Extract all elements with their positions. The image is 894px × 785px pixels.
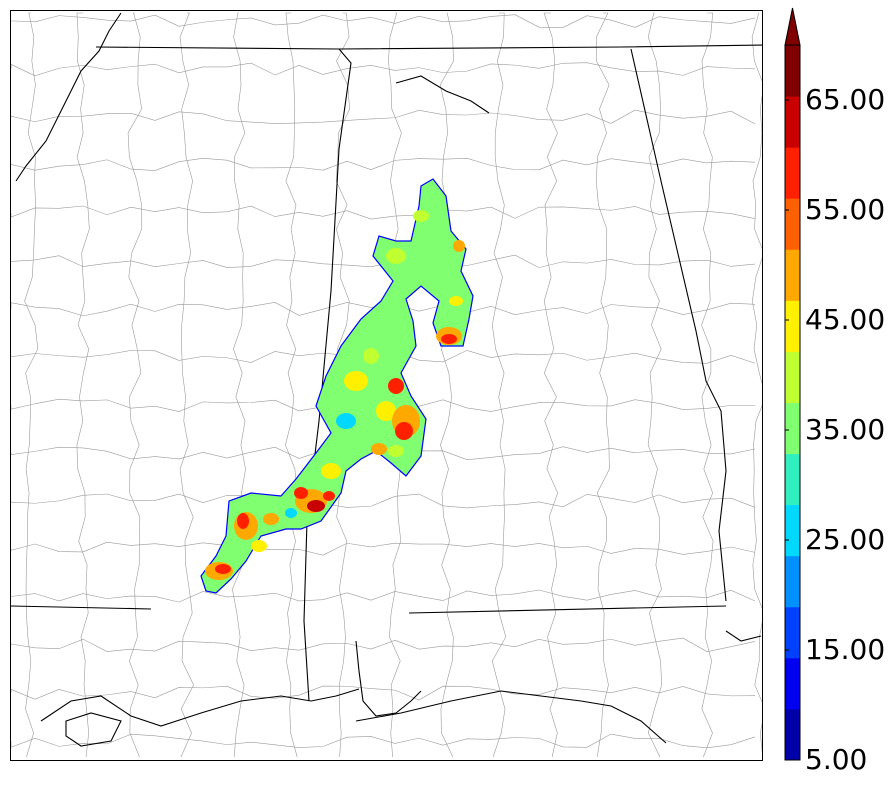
reflectivity-cell: [237, 513, 249, 529]
colorbar-band: [785, 708, 800, 761]
reflectivity-field: [200, 178, 474, 594]
fl-apalachicola: [725, 630, 762, 642]
reflectivity-cell: [413, 210, 429, 222]
county-line: [11, 62, 756, 77]
state-boundaries: [11, 12, 762, 747]
colorbar-band: [785, 504, 800, 557]
colorbar-label-5: 5.00: [805, 743, 868, 776]
reflectivity-cell: [336, 413, 356, 429]
mobile-bay: [355, 640, 422, 717]
county-line: [439, 12, 454, 758]
county-line: [24, 12, 39, 758]
colorbar-band: [785, 402, 800, 455]
reflectivity-cell: [215, 564, 231, 574]
county-line: [543, 12, 559, 758]
reflectivity-cell: [376, 401, 396, 421]
mississippi-river: [15, 12, 122, 182]
colorbar-band: [785, 96, 800, 148]
colorbar-band: [785, 555, 800, 608]
colorbar: [784, 7, 801, 761]
reflectivity-cell: [453, 240, 465, 252]
county-line: [647, 12, 663, 758]
county-line: [11, 205, 756, 220]
precip-region: [200, 178, 474, 594]
coastline-west: [40, 688, 360, 727]
al-ga-border: [630, 48, 727, 602]
colorbar-band: [785, 606, 800, 659]
county-line: [11, 637, 756, 653]
reflectivity-cell: [395, 422, 413, 440]
reflectivity-cell: [323, 491, 335, 501]
reflectivity-cell: [371, 443, 387, 455]
county-line: [285, 12, 298, 758]
colorbar-label-65: 65.00: [805, 83, 886, 116]
colorbar-band: [785, 147, 800, 199]
reflectivity-cell: [251, 540, 267, 552]
lake-pontchartrain: [65, 712, 122, 747]
county-line: [11, 733, 756, 749]
tennessee-river: [395, 75, 490, 114]
reflectivity-cell: [344, 371, 368, 391]
colorbar-label-35: 35.00: [805, 413, 886, 446]
colorbar-label-15: 15.00: [805, 633, 886, 666]
north-border: [95, 44, 762, 50]
colorbar-outline: [784, 44, 801, 761]
county-line: [11, 14, 756, 28]
county-line: [232, 12, 246, 758]
county-line: [11, 685, 756, 701]
reflectivity-cell: [388, 445, 404, 457]
colorbar-band: [785, 45, 800, 97]
colorbar-label-25: 25.00: [805, 523, 886, 556]
ms-al-border: [303, 48, 352, 702]
county-line: [11, 541, 756, 556]
coastline-east: [355, 690, 667, 744]
colorbar-label-55: 55.00: [805, 193, 886, 226]
county-line: [595, 12, 610, 758]
reflectivity-cell: [294, 487, 308, 499]
reflectivity-cell: [285, 508, 297, 518]
colorbar-band: [785, 657, 800, 710]
colorbar-band: [785, 249, 800, 301]
county-line: [491, 12, 507, 758]
county-boundaries: [11, 12, 762, 758]
colorbar-extend-arrow: [784, 7, 801, 46]
county-line: [11, 109, 756, 125]
reflectivity-cell: [441, 334, 457, 344]
map-panel[interactable]: [10, 10, 763, 761]
county-line: [179, 12, 194, 758]
county-line: [76, 12, 90, 758]
colorbar-band: [785, 300, 800, 352]
colorbar-label-45: 45.00: [805, 303, 886, 336]
colorbar-band: [785, 453, 800, 506]
colorbar-band: [785, 198, 800, 250]
county-line: [11, 493, 756, 509]
county-line: [11, 254, 756, 269]
reflectivity-cell: [388, 378, 404, 394]
county-line: [11, 157, 756, 171]
fl-border: [408, 605, 727, 614]
county-line: [11, 301, 756, 317]
county-line: [751, 12, 762, 753]
colorbar-band: [785, 351, 800, 403]
reflectivity-cell: [263, 513, 279, 525]
reflectivity-cell: [449, 296, 463, 306]
reflectivity-cell: [386, 248, 406, 264]
reflectivity-cell: [307, 500, 325, 512]
county-line: [701, 12, 714, 758]
reflectivity-cell: [321, 463, 341, 479]
county-line: [127, 12, 143, 758]
ms-la-border: [11, 605, 152, 610]
reflectivity-cell: [363, 348, 379, 364]
county-line: [11, 589, 756, 603]
map-canvas: [11, 12, 762, 758]
